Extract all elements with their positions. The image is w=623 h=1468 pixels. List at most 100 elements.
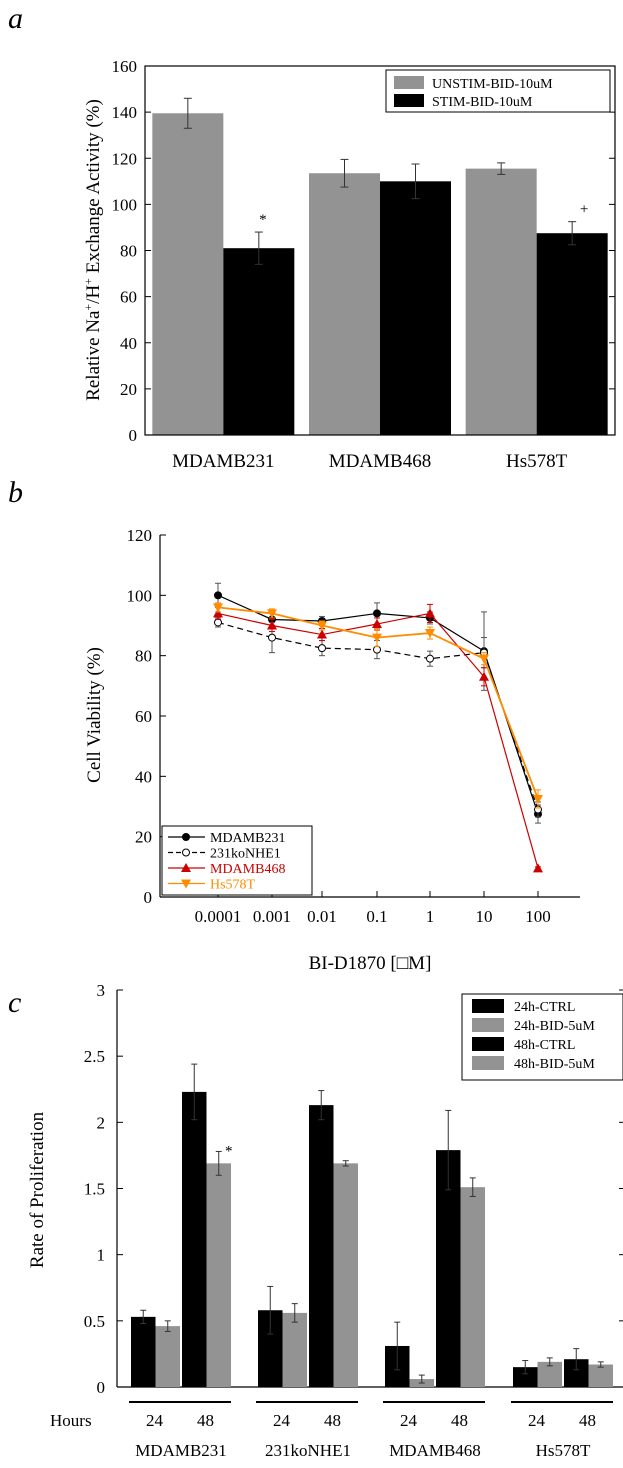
x-tick-label: Hs578T [506, 451, 568, 472]
data-point-b [373, 645, 381, 654]
y-tick-label: 2 [97, 1113, 106, 1132]
data-point-b [317, 629, 327, 639]
legend-label: 48h-BID-5uM [514, 1057, 595, 1072]
x-tick-label: 0.001 [253, 907, 291, 926]
y-tick-label: 40 [120, 334, 137, 353]
y-tick-label: 100 [127, 586, 153, 605]
y-axis-title-b: Cell Viability (%) [84, 647, 105, 783]
y-axis-title-c: Rate of Proliferation [27, 1111, 48, 1268]
legend-swatch [472, 1037, 504, 1051]
y-tick-label: 0.5 [84, 1312, 105, 1331]
data-point-b [372, 618, 382, 628]
data-point-b [426, 654, 434, 663]
legend-label: Hs578T [210, 878, 256, 893]
hours-label: 48 [451, 1411, 468, 1430]
x-tick-label: 1 [426, 907, 435, 926]
data-point-b [213, 608, 223, 618]
bar-c-1-3 [333, 1163, 358, 1387]
y-tick-label: 1 [97, 1246, 106, 1265]
y-axis-title-part: + [81, 278, 95, 285]
y-tick-label: 80 [120, 242, 137, 261]
legend-label: 24h-BID-5uM [514, 1019, 595, 1034]
data-point-b [373, 609, 381, 618]
hours-label: 48 [579, 1411, 596, 1430]
data-point-b [268, 633, 276, 642]
y-axis-title-part: /H [83, 285, 104, 304]
group-label: Hs578T [536, 1441, 591, 1460]
legend-a: UNSTIM-BID-10uM STIM-BID-10uM [385, 69, 611, 113]
y-tick-label: 80 [135, 647, 152, 666]
hours-label: 24 [400, 1411, 418, 1430]
hours-label: 24 [146, 1411, 164, 1430]
chart-c: c 0 0.5 1 1.5 2 2.5 3 24 48 MDAMB231 24 48 231koNHE1 2… [8, 981, 623, 1460]
legend-swatch [394, 94, 424, 107]
legend-marker [182, 848, 190, 857]
bar-a-0-1 [223, 248, 295, 435]
bar-a-1-0 [309, 173, 380, 435]
hours-title: Hours [50, 1411, 92, 1430]
panel-letter-b: b [8, 476, 23, 509]
y-tick-label: 140 [112, 103, 138, 122]
bar-c-0-1 [155, 1326, 180, 1387]
y-tick-label: 40 [135, 767, 152, 786]
y-axis-title-part: + [81, 304, 95, 311]
series-b-3 [213, 602, 543, 809]
panel-letter-c: c [8, 986, 21, 1019]
legend-marker [181, 863, 191, 872]
data-point-b [425, 608, 435, 618]
x-tick-label: 0.1 [366, 907, 387, 926]
group-label: MDAMB231 [135, 1441, 227, 1460]
data-point-b [533, 794, 543, 804]
bar-a-2-1 [536, 233, 608, 435]
chart-b: b 0 20 40 60 80 100 120 0.0001 0.001 0.01 0.1 1 10 100… [8, 476, 580, 974]
data-point-b [425, 629, 435, 639]
bar-a-1-1 [380, 181, 451, 435]
y-axis-title-a: Relative Na+/H+ Exchange Activity (%) [81, 99, 104, 401]
bar-c-3-0 [513, 1367, 538, 1387]
legend-label: STIM-BID-10uM [432, 95, 533, 110]
hours-label: 24 [273, 1411, 291, 1430]
y-axis-title-part: Relative Na [83, 310, 104, 401]
data-point-b [214, 591, 222, 600]
y-tick-label: 120 [112, 149, 138, 168]
y-axis-title-part: Exchange Activity (%) [83, 99, 104, 278]
data-point-b [372, 633, 382, 643]
group-label: MDAMB468 [389, 1441, 481, 1460]
legend-swatch [394, 76, 424, 89]
panel-letter-a: a [8, 2, 23, 35]
legend-label: 24h-CTRL [514, 1000, 575, 1015]
y-tick-label: 0 [144, 888, 153, 907]
data-point-b [318, 644, 326, 653]
x-tick-label: 10 [476, 907, 493, 926]
legend-marker [182, 833, 190, 841]
bar-c-0-2 [182, 1091, 207, 1387]
hours-label: 48 [197, 1411, 214, 1430]
x-tick-label: MDAMB468 [329, 451, 431, 472]
legend-label: 48h-CTRL [514, 1038, 575, 1053]
y-tick-label: 120 [127, 526, 153, 545]
legend-label: 231koNHE1 [210, 847, 281, 862]
y-tick-label: 20 [120, 380, 137, 399]
legend-c: 24h-CTRL 24h-BID-5uM 48h-CTRL 48h-BID-5uM [461, 993, 623, 1081]
y-tick-label: 3 [97, 981, 106, 1000]
bar-a-0-0 [152, 113, 224, 435]
group-label: 231koNHE1 [265, 1441, 351, 1460]
hours-label: 24 [528, 1411, 546, 1430]
data-point-b [267, 609, 277, 619]
significance-mark: * [259, 212, 267, 228]
y-tick-label: 0 [129, 426, 138, 445]
data-point-b [267, 620, 277, 630]
x-axis-title-b: BI-D1870 [□M] [309, 953, 432, 974]
significance-mark: + [580, 202, 588, 218]
legend-label: UNSTIM-BID-10uM [432, 77, 553, 92]
data-point-b [533, 863, 543, 873]
y-tick-label: 2.5 [84, 1047, 105, 1066]
legend-swatch [472, 1056, 504, 1070]
x-tick-label: MDAMB231 [172, 451, 274, 472]
chart-a: a MDAMB231 MDAMB468 Hs578T 0 20 40 60 80 100 120 14… [8, 2, 616, 472]
bar-c-1-2 [309, 1105, 334, 1387]
significance-mark: * [225, 1143, 233, 1159]
y-tick-label: 1.5 [84, 1180, 105, 1199]
